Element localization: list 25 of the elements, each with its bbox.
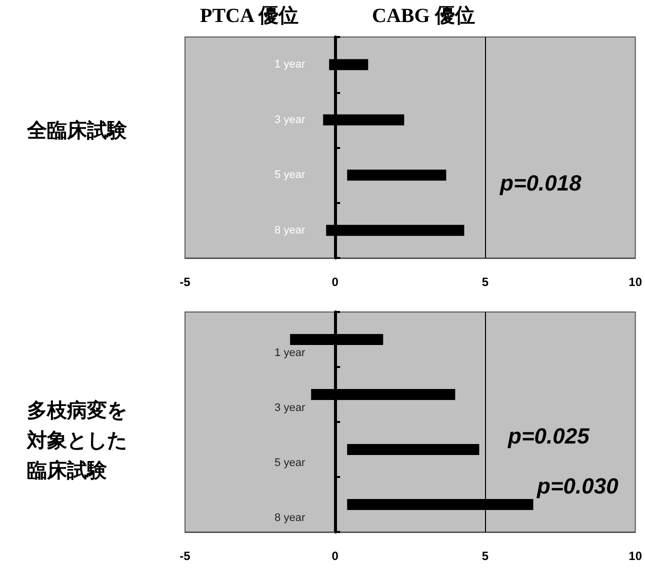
y-tick-label: 1 year: [274, 347, 306, 359]
y-tick-label: 1 year: [274, 58, 306, 71]
x-tick-label: 5: [482, 275, 489, 289]
y-tick-label: 8 year: [274, 512, 306, 524]
x-tick-label: 0: [332, 275, 339, 289]
text: 多枝病変を対象とした臨床試験: [26, 398, 127, 482]
x-tick-label: 5: [482, 549, 489, 563]
y-tick-label: 3 year: [274, 402, 306, 414]
x-tick-label: -5: [180, 275, 191, 289]
text: PTCA 優位: [200, 5, 298, 27]
text: 全臨床試験: [26, 118, 128, 142]
annotation: p=0.030: [536, 474, 620, 498]
y-tick-label: 5 year: [274, 457, 306, 469]
bar: [347, 444, 480, 455]
annotation: p=0.025: [507, 424, 590, 448]
x-tick-label: 0: [332, 549, 339, 563]
bar: [347, 170, 446, 181]
y-tick-label: 3 year: [274, 114, 306, 126]
x-tick-label: 10: [628, 275, 642, 289]
x-tick-label: -5: [180, 549, 191, 563]
x-tick-label: 10: [628, 549, 642, 563]
annotation: p=0.018: [499, 170, 582, 196]
y-tick-label: 8 year: [274, 224, 306, 236]
y-tick-label: 5 year: [274, 169, 306, 182]
text: CABG 優位: [372, 5, 475, 27]
